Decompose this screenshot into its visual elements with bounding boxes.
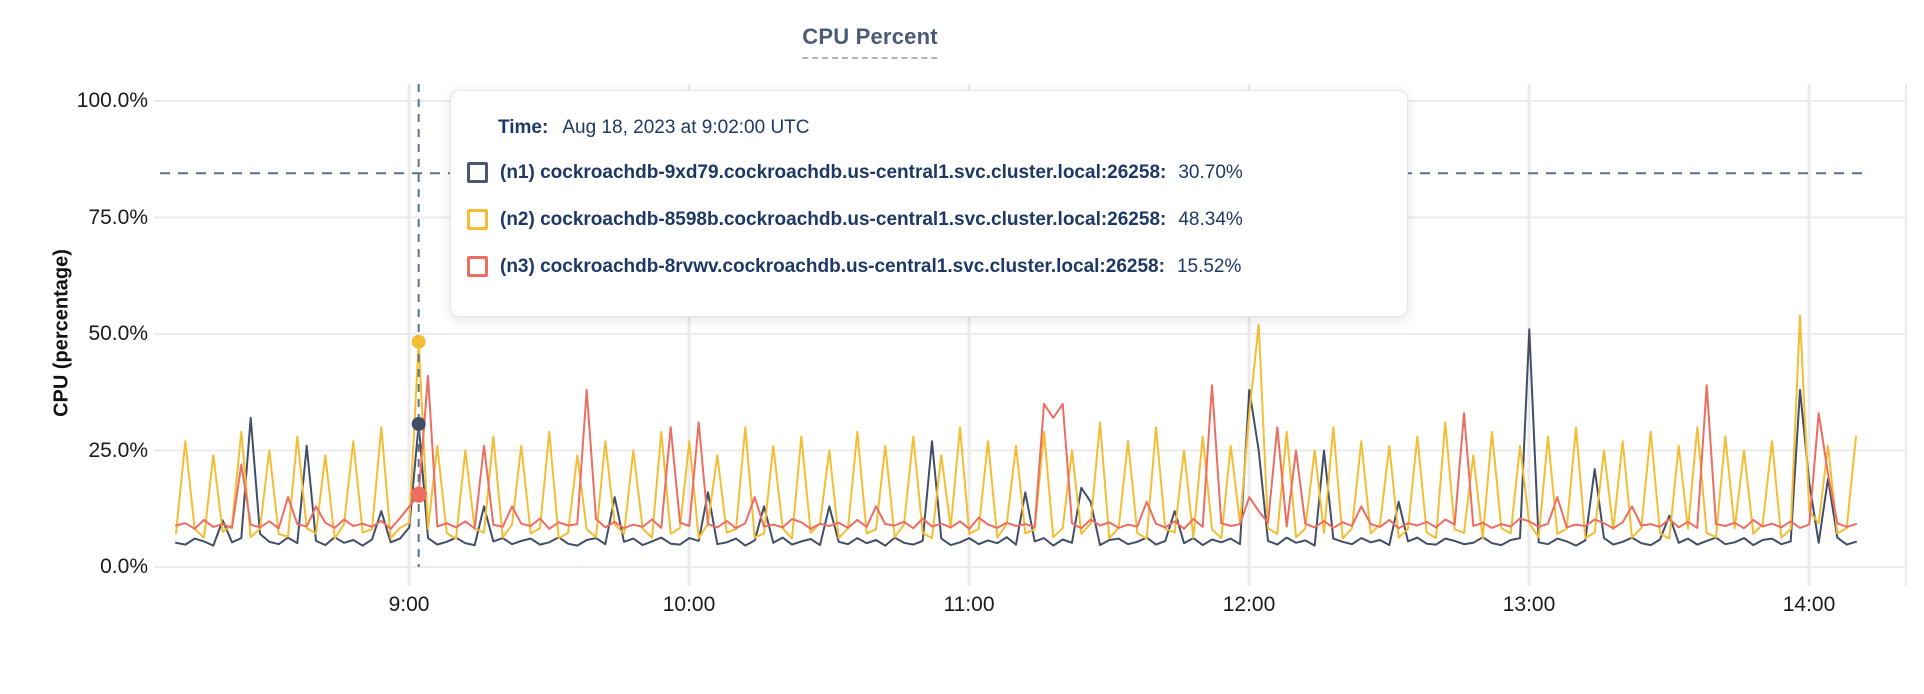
chart-title[interactable]: CPU Percent (802, 24, 938, 59)
y-tick-label: 0.0% (100, 555, 148, 578)
y-tick-label: 75.0% (88, 205, 148, 229)
tooltip-series-label: (n1) cockroachdb-9xd79.cockroachdb.us-ce… (500, 161, 1167, 183)
series-line-n2 (175, 314, 1857, 540)
tooltip-time-value: Aug 18, 2023 at 9:02:00 UTC (562, 117, 810, 138)
y-tick-label: 25.0% (88, 438, 148, 462)
hover-point-n1 (411, 416, 426, 431)
hover-tooltip: Time: Aug 18, 2023 at 9:02:00 UTC (n1) co… (450, 90, 1408, 317)
series-swatch-n3-icon (467, 256, 488, 277)
x-tick-label: 9:00 (388, 593, 430, 616)
tooltip-series-label: (n2) cockroachdb-8598b.cockroachdb.us-ce… (500, 208, 1167, 230)
tooltip-series-value: 15.52% (1176, 255, 1242, 277)
tooltip-time-row: Time: Aug 18, 2023 at 9:02:00 UTC (498, 117, 1367, 139)
x-tick-label: 12:00 (1222, 593, 1276, 616)
x-tick-label: 14:00 (1782, 593, 1836, 616)
x-tick-label: 11:00 (943, 593, 995, 616)
x-tick-label: 13:00 (1502, 593, 1556, 616)
tooltip-series-value: 30.70% (1178, 161, 1243, 183)
hover-point-n2 (411, 334, 426, 349)
y-tick-label: 100.0% (76, 89, 148, 112)
x-tick-label: 10:00 (662, 593, 716, 616)
series-line-n3 (175, 374, 1857, 530)
tooltip-series-value: 48.34% (1178, 208, 1243, 230)
tooltip-series-label: (n3) cockroachdb-8rvwv.cockroachdb.us-ce… (500, 255, 1165, 277)
tooltip-series-row-n1: (n1) cockroachdb-9xd79.cockroachdb.us-ce… (467, 149, 1367, 196)
series-swatch-n1-icon (467, 162, 488, 183)
tooltip-series-row-n2: (n2) cockroachdb-8598b.cockroachdb.us-ce… (467, 196, 1367, 243)
y-tick-label: 50.0% (88, 322, 148, 345)
series-swatch-n2-icon (467, 209, 488, 230)
hover-point-n3 (410, 486, 427, 503)
tooltip-time-label: Time: (498, 117, 549, 138)
tooltip-series-row-n3: (n3) cockroachdb-8rvwv.cockroachdb.us-ce… (467, 243, 1367, 290)
